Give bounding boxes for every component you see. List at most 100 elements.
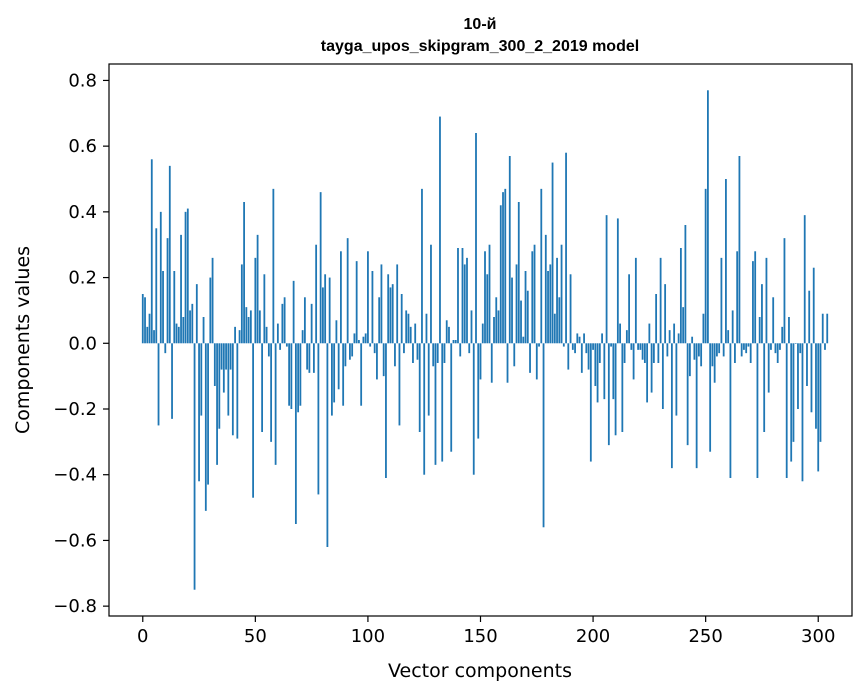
- bar: [340, 251, 342, 344]
- bar: [646, 343, 649, 403]
- bar: [213, 343, 216, 386]
- y-tick-label: −0.6: [53, 530, 97, 551]
- bar: [367, 251, 369, 344]
- bar: [337, 343, 340, 390]
- bar: [688, 343, 691, 377]
- bar: [517, 202, 520, 344]
- bar: [342, 343, 345, 406]
- bar: [756, 343, 759, 478]
- bar: [344, 343, 347, 367]
- bar: [749, 343, 752, 363]
- bar: [524, 271, 527, 344]
- bar: [180, 234, 182, 344]
- bar: [752, 261, 754, 344]
- bar: [601, 333, 603, 344]
- bar: [396, 264, 399, 344]
- bar: [225, 343, 227, 370]
- bar: [558, 297, 561, 344]
- bar: [416, 343, 419, 360]
- bar: [166, 238, 169, 344]
- bar: [439, 116, 441, 344]
- chart-title-line1: 10-й: [464, 16, 497, 33]
- bar: [567, 343, 570, 370]
- bar: [821, 313, 824, 344]
- bar: [164, 343, 167, 354]
- bars-group: [141, 90, 829, 590]
- bar: [209, 277, 212, 344]
- bar: [652, 343, 655, 363]
- y-tick-label: −0.8: [53, 596, 97, 617]
- bar: [378, 297, 381, 344]
- bar: [720, 257, 723, 344]
- bar: [718, 343, 721, 354]
- bar: [457, 248, 459, 344]
- bar: [657, 343, 660, 363]
- bar: [785, 343, 788, 478]
- bar: [736, 251, 739, 344]
- bar: [767, 343, 770, 393]
- bar: [389, 287, 392, 344]
- bar: [709, 343, 712, 452]
- bar: [725, 179, 727, 344]
- y-tick-label: −0.4: [53, 465, 97, 486]
- bar: [661, 343, 664, 409]
- bar: [639, 343, 642, 350]
- bar: [240, 264, 243, 344]
- bar: [283, 297, 286, 344]
- bar: [454, 340, 457, 344]
- bar: [533, 244, 536, 344]
- bar: [168, 165, 171, 344]
- bar: [637, 343, 640, 350]
- bar: [265, 326, 268, 344]
- bar: [817, 343, 820, 472]
- bar: [632, 343, 635, 380]
- y-tick-label: −0.2: [53, 399, 97, 420]
- bar: [731, 310, 734, 344]
- bar: [675, 343, 678, 416]
- bar: [159, 211, 162, 344]
- bar: [707, 90, 709, 344]
- bar: [448, 326, 450, 344]
- bar: [799, 343, 802, 354]
- bar: [520, 300, 522, 344]
- bar: [551, 162, 554, 344]
- bar: [655, 294, 658, 344]
- bar: [312, 343, 315, 373]
- bar: [569, 274, 572, 344]
- bar: [819, 343, 822, 442]
- bar: [430, 244, 432, 344]
- bar: [745, 343, 748, 354]
- bar: [387, 274, 390, 344]
- x-tick-label: 300: [801, 626, 835, 647]
- bar: [434, 343, 437, 465]
- bar: [303, 297, 306, 344]
- bar: [580, 343, 583, 373]
- bar: [398, 343, 401, 426]
- bar: [247, 317, 250, 344]
- bar: [776, 343, 779, 363]
- bar: [713, 343, 716, 383]
- bar: [380, 264, 383, 344]
- bar: [803, 215, 806, 344]
- bar: [436, 343, 439, 363]
- plot-frame: [108, 63, 853, 617]
- x-tick-label: 50: [244, 626, 267, 647]
- y-axis-label: Components values: [12, 246, 34, 434]
- bar: [605, 215, 608, 344]
- bar: [432, 343, 435, 367]
- bar: [562, 343, 565, 347]
- bar: [547, 271, 549, 344]
- bar: [441, 343, 444, 462]
- bar: [319, 192, 322, 344]
- bar: [479, 343, 482, 380]
- bar: [229, 343, 232, 370]
- bar: [153, 330, 155, 344]
- y-tick-label: 0.0: [68, 333, 97, 354]
- bar: [826, 313, 829, 344]
- bar: [294, 343, 297, 524]
- bar: [666, 343, 669, 357]
- bar: [754, 251, 757, 344]
- bar: [427, 343, 430, 416]
- bar: [175, 323, 178, 344]
